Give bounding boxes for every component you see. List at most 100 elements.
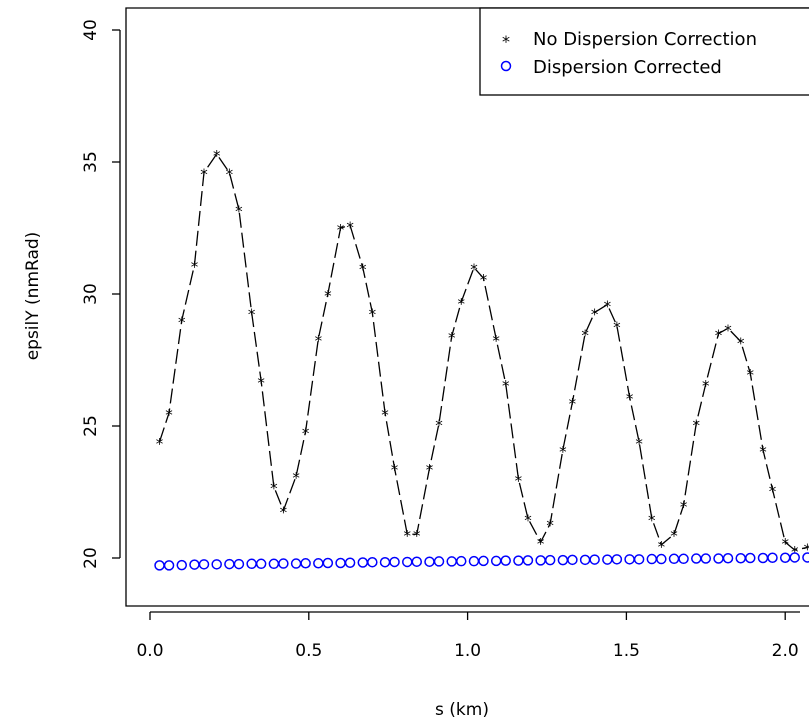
legend-label-no-dispersion: No Dispersion Correction: [533, 29, 757, 50]
y-tick-label: 35: [81, 151, 101, 173]
point-dispersion-corrected: [411, 556, 423, 567]
point-no-dispersion: *: [257, 374, 265, 392]
point-dispersion-corrected: [802, 552, 809, 563]
point-dispersion-corrected: [367, 556, 378, 568]
point-no-dispersion: *: [280, 503, 288, 521]
point-no-dispersion: *: [715, 327, 723, 345]
point-no-dispersion: *: [604, 298, 612, 316]
x-tick-label: 1.5: [613, 641, 640, 661]
point-dispersion-corrected: [567, 554, 578, 566]
point-dispersion-corrected: [402, 556, 413, 568]
point-no-dispersion: *: [404, 527, 412, 545]
point-no-dispersion: *: [337, 221, 345, 239]
point-no-dispersion: *: [213, 147, 221, 165]
point-no-dispersion: *: [235, 203, 243, 221]
point-no-dispersion: *: [804, 540, 809, 558]
point-no-dispersion: *: [470, 261, 478, 279]
point-dispersion-corrected: [268, 558, 280, 570]
point-dispersion-corrected: [357, 557, 369, 568]
point-no-dispersion: *: [791, 543, 799, 561]
point-dispersion-corrected: [344, 557, 356, 569]
point-no-dispersion: *: [165, 406, 173, 424]
point-dispersion-corrected: [767, 552, 778, 563]
point-no-dispersion: *: [759, 443, 767, 461]
legend-box: [479, 7, 809, 96]
series-no-dispersion-line: [158, 152, 808, 551]
point-no-dispersion: *: [178, 313, 186, 331]
point-no-dispersion: *: [613, 319, 621, 337]
x-tick-label: 0.5: [295, 641, 322, 661]
point-dispersion-corrected: [455, 555, 467, 567]
point-dispersion-corrected: [691, 553, 702, 564]
point-no-dispersion: *: [648, 511, 656, 529]
y-tick-label: 40: [81, 19, 101, 41]
point-no-dispersion: *: [559, 443, 567, 461]
point-dispersion-corrected: [779, 552, 791, 563]
point-dispersion-corrected: [633, 554, 645, 565]
point-dispersion-corrected: [611, 554, 623, 565]
point-dispersion-corrected: [700, 553, 712, 564]
point-dispersion-corrected: [389, 556, 400, 568]
point-dispersion-corrected: [513, 555, 524, 566]
point-no-dispersion: *: [626, 390, 634, 408]
point-no-dispersion: *: [670, 527, 678, 545]
y-tick-label: 25: [81, 415, 101, 437]
point-dispersion-corrected: [490, 555, 502, 567]
point-dispersion-corrected: [446, 556, 457, 567]
point-dispersion-corrected: [745, 552, 756, 564]
point-dispersion-corrected: [313, 558, 324, 569]
point-no-dispersion: *: [369, 305, 377, 323]
point-dispersion-corrected: [255, 558, 267, 570]
point-dispersion-corrected: [198, 559, 210, 570]
point-no-dispersion: *: [156, 435, 164, 453]
point-no-dispersion: *: [635, 435, 643, 453]
legend-star-marker: *: [502, 32, 510, 51]
point-no-dispersion: *: [359, 261, 367, 279]
point-no-dispersion: *: [492, 332, 500, 350]
point-dispersion-corrected: [735, 553, 746, 564]
point-no-dispersion: *: [569, 395, 577, 413]
point-dispersion-corrected: [233, 558, 245, 570]
point-dispersion-corrected: [656, 553, 667, 565]
legend-circle-marker: [500, 60, 512, 72]
point-dispersion-corrected: [522, 555, 534, 566]
point-no-dispersion: *: [546, 517, 554, 535]
point-dispersion-corrected: [500, 555, 511, 566]
y-axis-title: epsilY (nmRad): [23, 232, 43, 361]
point-no-dispersion: *: [693, 416, 701, 434]
point-dispersion-corrected: [722, 553, 734, 564]
point-dispersion-corrected: [300, 558, 311, 569]
point-dispersion-corrected: [379, 556, 391, 568]
point-dispersion-corrected: [335, 557, 346, 569]
point-no-dispersion: *: [448, 329, 456, 347]
x-axis-title: s (km): [435, 700, 489, 720]
plot-frame: [125, 7, 809, 607]
point-no-dispersion: *: [315, 332, 323, 350]
point-dispersion-corrected: [322, 557, 334, 569]
point-dispersion-corrected: [579, 554, 591, 566]
y-ticks: 20 25 30 35 40: [81, 19, 120, 569]
x-ticks: 0.0 0.5 1.0 1.5 2.0: [136, 612, 799, 661]
point-dispersion-corrected: [789, 552, 800, 563]
point-no-dispersion: *: [324, 287, 332, 305]
point-dispersion-corrected: [290, 558, 302, 569]
point-no-dispersion: *: [658, 538, 666, 556]
point-dispersion-corrected: [668, 553, 680, 565]
point-no-dispersion: *: [435, 416, 443, 434]
point-no-dispersion: *: [480, 271, 488, 289]
point-dispersion-corrected: [424, 556, 435, 567]
point-dispersion-corrected: [224, 558, 235, 570]
point-no-dispersion: *: [391, 461, 399, 479]
point-dispersion-corrected: [589, 554, 600, 565]
point-no-dispersion: *: [781, 535, 789, 553]
point-no-dispersion: *: [248, 305, 256, 323]
point-dispersion-corrected: [646, 553, 658, 565]
point-no-dispersion: *: [457, 295, 465, 313]
point-no-dispersion: *: [270, 480, 278, 498]
point-dispersion-corrected: [211, 559, 222, 570]
point-no-dispersion: *: [737, 335, 745, 353]
point-no-dispersion: *: [724, 321, 732, 339]
point-no-dispersion: *: [515, 472, 523, 490]
point-dispersion-corrected: [713, 553, 724, 564]
point-no-dispersion: *: [226, 166, 234, 184]
